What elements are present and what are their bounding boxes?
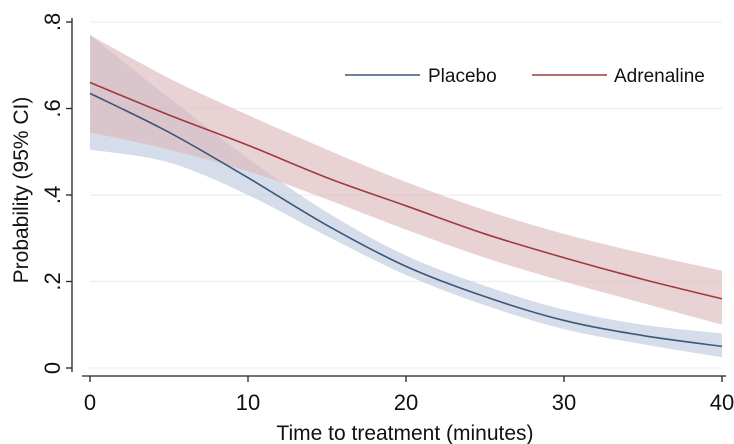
legend: Placebo Adrenaline: [345, 66, 705, 87]
legend-label-adrenaline: Adrenaline: [614, 66, 705, 87]
series-line-adrenaline: [89, 81, 723, 300]
y-tick-label: .6: [40, 99, 65, 117]
x-tick-label: 10: [236, 390, 260, 415]
y-tick-label: .8: [40, 13, 65, 31]
x-tick-label: 0: [84, 390, 96, 415]
y-tick-label: 0: [40, 362, 65, 374]
series-line-placebo: [89, 92, 723, 348]
y-axis-title: Probability (95% CI): [10, 97, 33, 284]
y-tick-label: .2: [40, 272, 65, 290]
axes: 0 .2 .4 .6 .8 0 10 20 30 40: [40, 13, 734, 415]
legend-label-placebo: Placebo: [428, 66, 497, 87]
x-tick-label: 20: [394, 390, 418, 415]
confidence-bands: [90, 34, 722, 358]
y-tick-label: .4: [40, 186, 65, 204]
x-axis-title: Time to treatment (minutes): [276, 422, 533, 444]
x-tick-label: 40: [710, 390, 734, 415]
series-lines: [89, 81, 723, 348]
ci-band-adrenaline: [90, 34, 722, 325]
x-tick-label: 30: [552, 390, 576, 415]
